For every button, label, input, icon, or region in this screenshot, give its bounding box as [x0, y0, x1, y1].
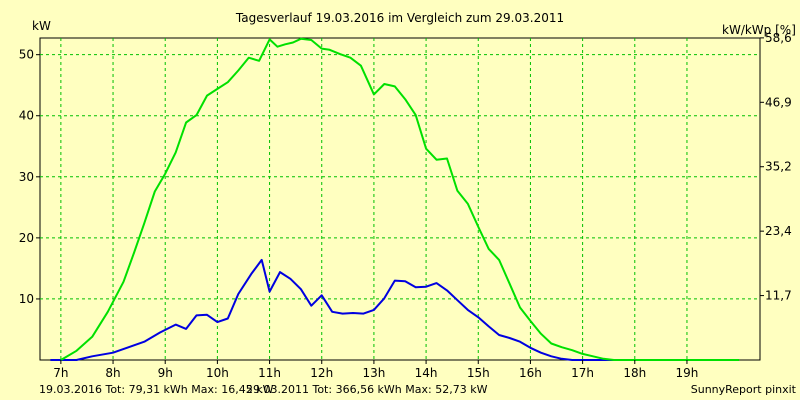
- y-axis-left-label: kW: [32, 19, 51, 33]
- x-tick-label: 15h: [467, 366, 490, 380]
- y-tick-label-right: 23,4: [765, 224, 792, 238]
- y-tick-label-left: 20: [19, 231, 34, 245]
- plot-area: [39, 37, 761, 361]
- y-tick-label-right: 35,2: [765, 160, 792, 174]
- footer-credit: SunnyReport pinxit: [691, 383, 797, 396]
- footer-series2-summary: 29.03.2011 Tot: 366,56 kWh Max: 52,73 kW: [246, 383, 488, 396]
- x-tick-label: 16h: [519, 366, 542, 380]
- y-axis-right: 11,7 23,4 35,2 46,9 58,6: [760, 31, 792, 303]
- y-axis-right-label: kW/kWp [%]: [722, 23, 796, 37]
- x-tick-label: 18h: [623, 366, 646, 380]
- x-tick-label: 7h: [53, 366, 68, 380]
- y-tick-label-right: 11,7: [765, 289, 792, 303]
- x-tick-label: 12h: [310, 366, 333, 380]
- x-tick-label: 9h: [158, 366, 173, 380]
- chart-title: Tagesverlauf 19.03.2016 im Vergleich zum…: [235, 11, 564, 25]
- x-tick-label: 13h: [362, 366, 385, 380]
- grid-lines: [40, 38, 760, 360]
- y-tick-label-right: 46,9: [765, 95, 792, 109]
- y-tick-label-left: 40: [19, 109, 34, 123]
- y-tick-label-left: 50: [19, 48, 34, 62]
- x-tick-label: 11h: [258, 366, 281, 380]
- x-tick-label: 14h: [415, 366, 438, 380]
- x-axis: 7h 8h 9h 10h 11h 12h 13h 14h 15h 16h 17h 18h 19h: [53, 360, 698, 380]
- x-tick-label: 10h: [206, 366, 229, 380]
- x-tick-label: 17h: [571, 366, 594, 380]
- y-axis-left: 10 20 30 40 50: [19, 48, 40, 306]
- series-line-1: [50, 258, 667, 361]
- series-line-2: [60, 37, 740, 361]
- y-tick-label-right: 58,6: [765, 31, 792, 45]
- y-tick-label-left: 10: [19, 292, 34, 306]
- x-tick-label: 19h: [676, 366, 699, 380]
- footer-series1-summary: 19.03.2016 Tot: 79,31 kWh Max: 16,45 kW: [39, 383, 274, 396]
- y-tick-label-left: 30: [19, 170, 34, 184]
- series-lines: [50, 37, 740, 361]
- x-tick-label: 8h: [105, 366, 120, 380]
